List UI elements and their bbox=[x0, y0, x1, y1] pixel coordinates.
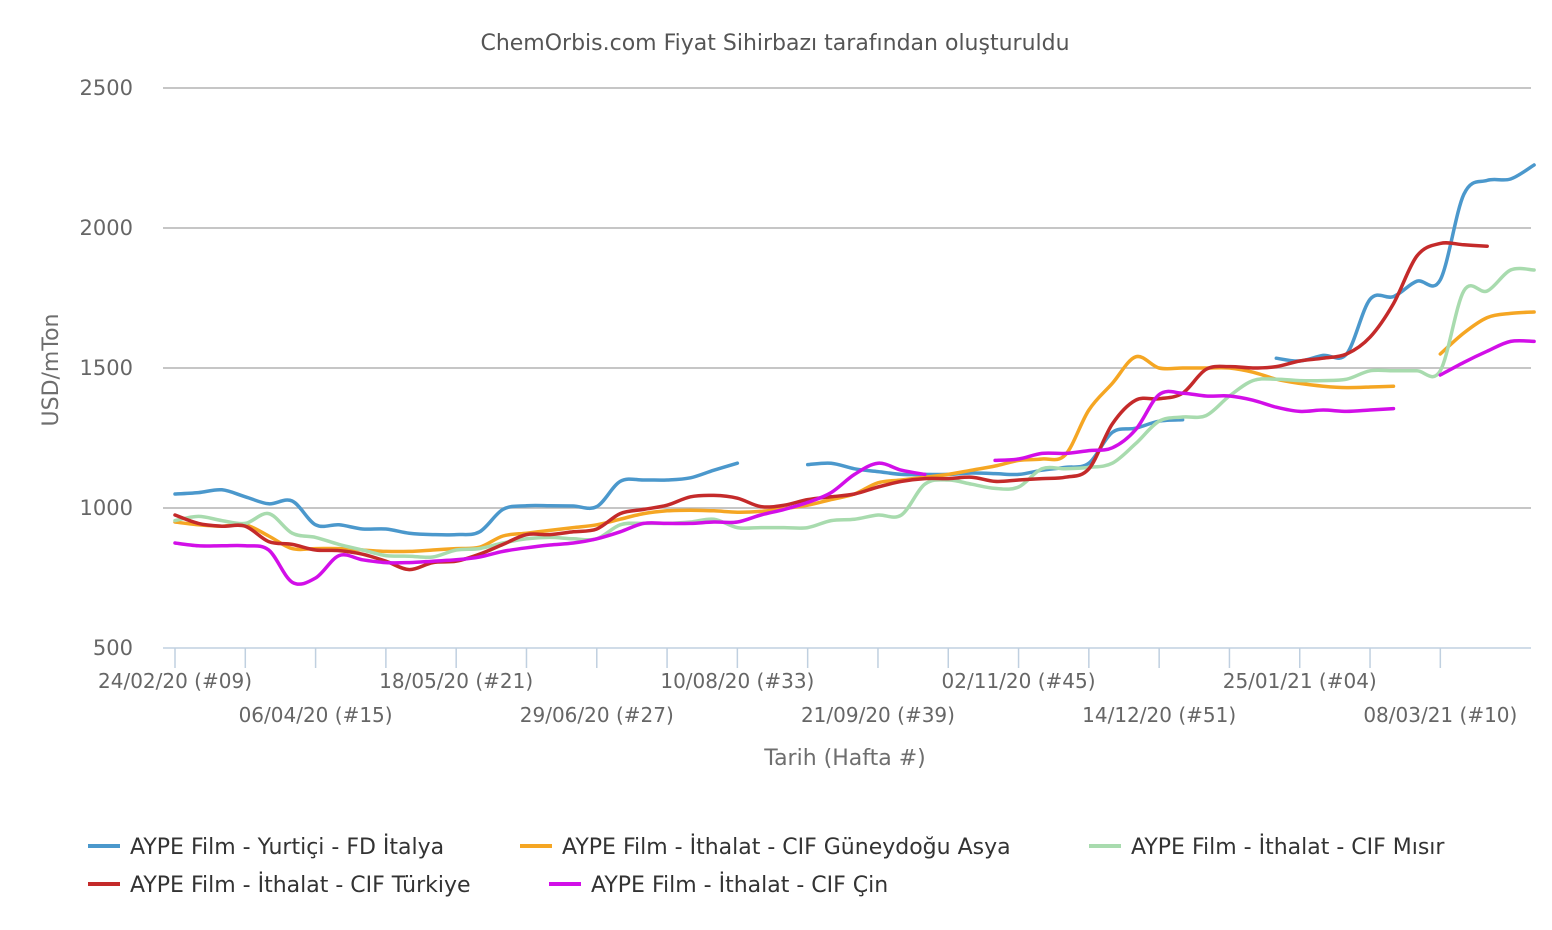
series-line-1 bbox=[173, 163, 1536, 537]
legend-label: AYPE Film - İthalat - CIF Mısır bbox=[1131, 834, 1445, 860]
legend-item[interactable]: AYPE Film - Yurtiçi - FD İtalya bbox=[88, 834, 444, 860]
y-axis-title: USD/mTon bbox=[39, 314, 64, 427]
series-line-3 bbox=[173, 266, 1536, 560]
series-segment bbox=[805, 418, 1185, 477]
x-axis-title: Tarih (Hafta #) bbox=[763, 746, 925, 771]
series-line-2 bbox=[173, 310, 1536, 554]
x-tick-label: 08/03/21 (#10) bbox=[1363, 703, 1517, 727]
legend-item[interactable]: AYPE Film - İthalat - CIF Güneydoğu Asya bbox=[520, 834, 1011, 860]
series-segment bbox=[173, 461, 740, 537]
y-axis-ticks: 500 1000 1500 2000 2500 bbox=[80, 76, 133, 660]
series-lines bbox=[173, 163, 1536, 586]
legend-label: AYPE Film - Yurtiçi - FD İtalya bbox=[130, 834, 444, 860]
series-segment bbox=[993, 389, 1396, 463]
y-tick-label: 1000 bbox=[80, 496, 133, 520]
legend-label: AYPE Film - İthalat - CIF Güneydoğu Asya bbox=[562, 834, 1011, 860]
series-segment bbox=[1438, 338, 1536, 377]
x-tick-label: 06/04/20 (#15) bbox=[239, 703, 393, 727]
legend-item[interactable]: AYPE Film - İthalat - CIF Türkiye bbox=[88, 872, 471, 898]
y-tick-label: 2000 bbox=[80, 216, 133, 240]
series-segment bbox=[1274, 163, 1536, 363]
series-segment bbox=[173, 266, 1536, 560]
legend-item[interactable]: AYPE Film - İthalat - CIF Çin bbox=[549, 872, 888, 898]
series-segment bbox=[1438, 310, 1536, 356]
x-tick-label: 10/08/20 (#33) bbox=[660, 669, 814, 693]
y-gridlines bbox=[163, 87, 1531, 509]
y-tick-label: 1500 bbox=[80, 356, 133, 380]
x-tick-label: 18/05/20 (#21) bbox=[379, 669, 533, 693]
legend: AYPE Film - Yurtiçi - FD İtalya AYPE Film… bbox=[88, 834, 1445, 898]
series-line-5 bbox=[173, 338, 1536, 586]
legend-label: AYPE Film - İthalat - CIF Türkiye bbox=[130, 872, 471, 898]
series-segment bbox=[173, 461, 927, 586]
chart-title: ChemOrbis.com Fiyat Sihirbazı tarafından… bbox=[480, 31, 1069, 56]
x-tick-label: 21/09/20 (#39) bbox=[801, 703, 955, 727]
legend-label: AYPE Film - İthalat - CIF Çin bbox=[591, 872, 888, 898]
x-tick-label: 25/01/21 (#04) bbox=[1223, 669, 1377, 693]
x-axis-ticks: 24/02/20 (#09) 06/04/20 (#15) 18/05/20 (#2… bbox=[98, 648, 1517, 727]
y-tick-label: 500 bbox=[93, 636, 133, 660]
series-segment bbox=[173, 354, 1396, 554]
y-tick-label: 2500 bbox=[80, 76, 133, 100]
legend-item[interactable]: AYPE Film - İthalat - CIF Mısır bbox=[1089, 834, 1445, 860]
x-tick-label: 02/11/20 (#45) bbox=[942, 669, 1096, 693]
x-tick-label: 24/02/20 (#09) bbox=[98, 669, 252, 693]
x-tick-label: 29/06/20 (#27) bbox=[520, 703, 674, 727]
x-tick-label: 14/12/20 (#51) bbox=[1082, 703, 1236, 727]
